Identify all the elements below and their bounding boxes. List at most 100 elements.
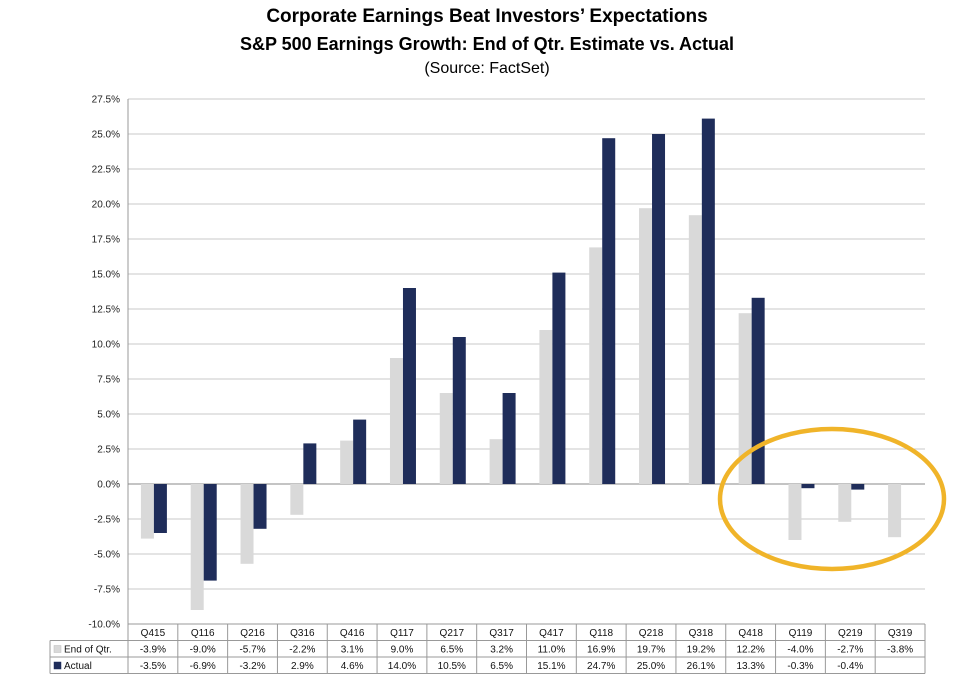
y-tick-label: -10.0%: [88, 620, 120, 631]
data-label: -0.4%: [837, 661, 863, 672]
bar-end-of-qtr: [240, 484, 254, 564]
bar-end-of-qtr: [589, 247, 603, 484]
data-label: 24.7%: [587, 661, 615, 672]
x-tick-label: Q317: [489, 628, 514, 639]
y-tick-label: 0.0%: [97, 480, 120, 491]
bar-actual: [502, 393, 516, 484]
bar-end-of-qtr: [489, 439, 503, 484]
x-tick-label: Q416: [340, 628, 365, 639]
data-label: 14.0%: [388, 661, 416, 672]
y-tick-label: 25.0%: [92, 130, 120, 141]
data-label: 19.7%: [637, 645, 665, 656]
y-tick-label: 17.5%: [92, 235, 120, 246]
bar-actual: [751, 297, 765, 484]
bar-end-of-qtr: [788, 484, 802, 540]
data-label: -5.7%: [239, 645, 265, 656]
chart-source: (Source: FactSet): [424, 60, 550, 77]
x-tick-label: Q316: [290, 628, 315, 639]
bar-actual: [801, 484, 815, 489]
y-tick-label: 15.0%: [92, 270, 120, 281]
data-label: -2.7%: [837, 645, 863, 656]
data-label: 11.0%: [538, 645, 566, 656]
y-tick-label: 10.0%: [92, 340, 120, 351]
y-tick-label: -7.5%: [94, 585, 120, 596]
x-tick-label: Q216: [240, 628, 265, 639]
bar-actual: [851, 484, 865, 490]
x-tick-label: Q218: [639, 628, 664, 639]
data-label: 25.0%: [637, 661, 665, 672]
x-tick-label: Q118: [589, 628, 613, 639]
chart-title: Corporate Earnings Beat Investors’ Expec…: [266, 6, 708, 27]
data-label: 2.9%: [291, 661, 314, 672]
data-label: -3.2%: [239, 661, 265, 672]
y-tick-label: 20.0%: [92, 200, 120, 211]
y-tick-label: -5.0%: [94, 550, 120, 561]
data-label: 26.1%: [687, 661, 715, 672]
y-tick-label: -2.5%: [94, 515, 120, 526]
data-label: -4.0%: [787, 645, 813, 656]
data-label: -3.5%: [140, 661, 166, 672]
data-label: -3.8%: [887, 645, 913, 656]
data-label: 6.5%: [440, 645, 463, 656]
bar-end-of-qtr: [140, 484, 154, 539]
data-label: 10.5%: [438, 661, 466, 672]
data-label: 19.2%: [687, 645, 715, 656]
data-label: -6.9%: [190, 661, 216, 672]
bar-actual: [203, 484, 217, 581]
x-tick-label: Q217: [440, 628, 465, 639]
y-tick-label: 2.5%: [97, 445, 120, 456]
bar-actual: [153, 484, 167, 533]
data-label: -3.9%: [140, 645, 166, 656]
data-label: 3.2%: [490, 645, 513, 656]
data-label: 9.0%: [391, 645, 414, 656]
bar-end-of-qtr: [838, 484, 852, 522]
data-label: 15.1%: [537, 661, 565, 672]
bar-actual: [402, 288, 416, 484]
bar-end-of-qtr: [688, 215, 702, 484]
bar-end-of-qtr: [290, 484, 304, 515]
legend-label: End of Qtr.: [64, 645, 112, 656]
bar-actual: [602, 138, 616, 484]
x-tick-label: Q117: [390, 628, 414, 639]
bar-end-of-qtr: [888, 484, 902, 538]
y-tick-label: 27.5%: [92, 95, 120, 106]
bar-end-of-qtr: [539, 330, 553, 484]
legend-label: Actual: [64, 661, 92, 672]
bar-end-of-qtr: [439, 393, 453, 484]
x-tick-label: Q318: [689, 628, 714, 639]
bar-end-of-qtr: [639, 208, 653, 484]
data-label: 4.6%: [341, 661, 364, 672]
x-tick-label: Q418: [738, 628, 763, 639]
bar-actual: [253, 484, 267, 529]
bar-end-of-qtr: [190, 484, 204, 610]
bar-actual: [701, 118, 715, 484]
bar-actual: [552, 272, 566, 484]
x-tick-label: Q417: [539, 628, 564, 639]
bar-end-of-qtr: [738, 313, 752, 484]
chart-subtitle: S&P 500 Earnings Growth: End of Qtr. Est…: [239, 34, 735, 54]
data-label: -2.2%: [289, 645, 315, 656]
legend-swatch: [53, 661, 62, 670]
data-label: -0.3%: [787, 661, 813, 672]
data-label: -9.0%: [190, 645, 216, 656]
data-label: 13.3%: [736, 661, 764, 672]
data-label: 3.1%: [341, 645, 364, 656]
x-tick-label: Q319: [888, 628, 913, 639]
data-label: 16.9%: [587, 645, 615, 656]
y-tick-label: 5.0%: [97, 410, 120, 421]
legend-swatch: [53, 645, 62, 653]
bar-actual: [353, 419, 367, 484]
y-tick-label: 12.5%: [92, 305, 120, 316]
y-tick-label: 7.5%: [97, 375, 120, 386]
x-tick-label: Q119: [789, 628, 813, 639]
x-tick-label: Q116: [191, 628, 215, 639]
x-tick-label: Q219: [838, 628, 863, 639]
highlight-ellipse: [717, 426, 947, 572]
x-tick-label: Q415: [141, 628, 166, 639]
bar-actual: [652, 134, 666, 484]
data-label: 6.5%: [490, 661, 513, 672]
data-label: 12.2%: [736, 645, 764, 656]
y-tick-label: 22.5%: [92, 165, 120, 176]
bar-actual: [303, 443, 317, 484]
